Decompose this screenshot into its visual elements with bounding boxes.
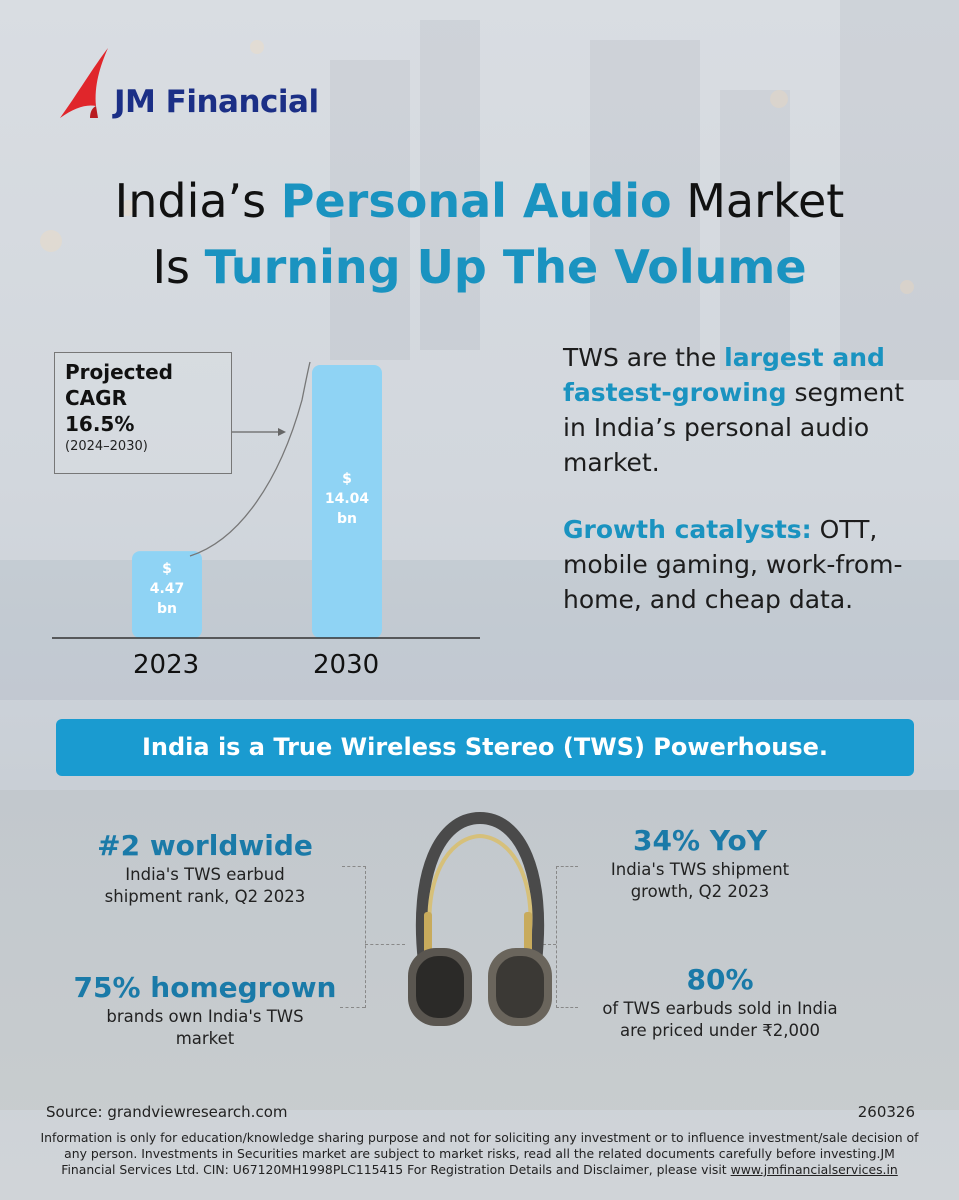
bar-value-label: $4.47 bn (132, 559, 202, 619)
title-text: Market (671, 174, 845, 228)
logo-wordmark: JM Financial (114, 84, 319, 120)
disclaimer-line: Financial Services Ltd. CIN: U67120MH199… (20, 1162, 939, 1178)
disclaimer: Information is only for education/knowle… (20, 1130, 939, 1178)
headphones-icon (408, 811, 552, 1026)
bar-value-symbol: $ (342, 471, 352, 487)
connector-line (340, 1007, 365, 1008)
tws-highlight: largest and fastest-growing (563, 343, 885, 407)
stat-caption: of TWS earbuds sold in India (602, 999, 838, 1018)
stat-caption: market (175, 1029, 235, 1048)
connector-line (365, 866, 366, 1008)
connector-line (556, 866, 557, 1008)
bar-2030 (312, 365, 382, 638)
growth-curve (189, 361, 311, 557)
stat-homegrown: 75% homegrown brands own India's TWS mar… (60, 970, 350, 1050)
stat-value: #2 worldwide (97, 829, 313, 862)
stat-value: 75% homegrown (73, 971, 337, 1004)
catalysts-text: OTT, mobile gaming, work-from-home, and … (563, 515, 903, 614)
tws-text: segment in India’s personal audio market… (563, 378, 905, 477)
bar-value-amount: 14.04 (324, 491, 370, 507)
stat-priced: 80% of TWS earbuds sold in India are pri… (580, 962, 860, 1042)
cagr-annotation: Projected CAGR 16.5% (2024–2030) (54, 352, 232, 474)
cagr-label: Projected (65, 360, 173, 384)
stat-caption: India's TWS shipment (610, 860, 790, 879)
title-highlight: Turning Up The Volume (204, 240, 807, 294)
tws-description: TWS are the largest and fastest-growing … (563, 340, 933, 617)
annotation-arrowhead (278, 428, 286, 436)
tws-text: TWS are the (563, 343, 725, 372)
website-link[interactable]: www.jmfinancialservices.in (730, 1162, 898, 1177)
title-line-2: Is Turning Up The Volume (0, 234, 959, 300)
disclaimer-line: any person. Investments in Securities ma… (64, 1146, 895, 1161)
disclaimer-line: Information is only for education/knowle… (40, 1130, 919, 1145)
document-code: 260326 (857, 1103, 915, 1121)
bar-value-amount: 4.47 (149, 581, 185, 598)
stat-caption: are priced under ₹2,000 (619, 1021, 820, 1040)
connector-line (556, 1007, 578, 1008)
disclaimer-text: Financial Services Ltd. CIN: U67120MH199… (61, 1162, 731, 1177)
stat-value: 80% (686, 963, 754, 996)
stat-value: 34% YoY (633, 824, 767, 857)
bar-value-label: $14.04 bn (312, 469, 382, 529)
cagr-label: CAGR (65, 386, 127, 410)
stat-caption: India's TWS earbud (125, 865, 285, 884)
cagr-value: 16.5% (65, 412, 135, 436)
connector-line (365, 944, 405, 945)
tws-paragraph: TWS are the largest and fastest-growing … (563, 340, 933, 480)
growth-catalysts: Growth catalysts: OTT, mobile gaming, wo… (563, 512, 933, 617)
stat-caption: brands own India's TWS (106, 1007, 304, 1026)
x-tick-label: 2023 (133, 650, 200, 680)
jm-financial-logo: JM Financial (56, 46, 356, 126)
connector-line (556, 866, 578, 867)
stat-caption: shipment rank, Q2 2023 (104, 887, 306, 906)
title-text: Is (152, 240, 205, 294)
page-title: India’s Personal Audio Market Is Turning… (0, 168, 959, 300)
title-line-1: India’s Personal Audio Market (0, 168, 959, 234)
logo-sail-icon (60, 48, 108, 118)
bar-value-symbol: $ (162, 561, 172, 578)
catalysts-label: Growth catalysts: (563, 515, 812, 544)
title-text: India’s (114, 174, 281, 228)
stat-rank: #2 worldwide India's TWS earbud shipment… (60, 828, 350, 908)
title-highlight: Personal Audio (280, 174, 672, 228)
stat-yoy: 34% YoY India's TWS shipment growth, Q2 … (560, 823, 840, 903)
tws-banner: India is a True Wireless Stereo (TWS) Po… (56, 719, 914, 776)
connector-line (342, 866, 366, 867)
bar-value-unit: bn (337, 511, 357, 527)
stat-caption: growth, Q2 2023 (630, 882, 770, 901)
bar-value-unit: bn (157, 601, 177, 618)
x-tick-label: 2030 (313, 650, 380, 680)
headphones-image (400, 811, 560, 1028)
cagr-period: (2024–2030) (65, 439, 148, 454)
source-note: Source: grandviewresearch.com (46, 1103, 288, 1121)
bar-2023 (132, 551, 202, 638)
market-size-chart: Projected CAGR 16.5% (2024–2030) $4.47 bn… (40, 340, 500, 700)
chart-canvas (52, 361, 480, 639)
